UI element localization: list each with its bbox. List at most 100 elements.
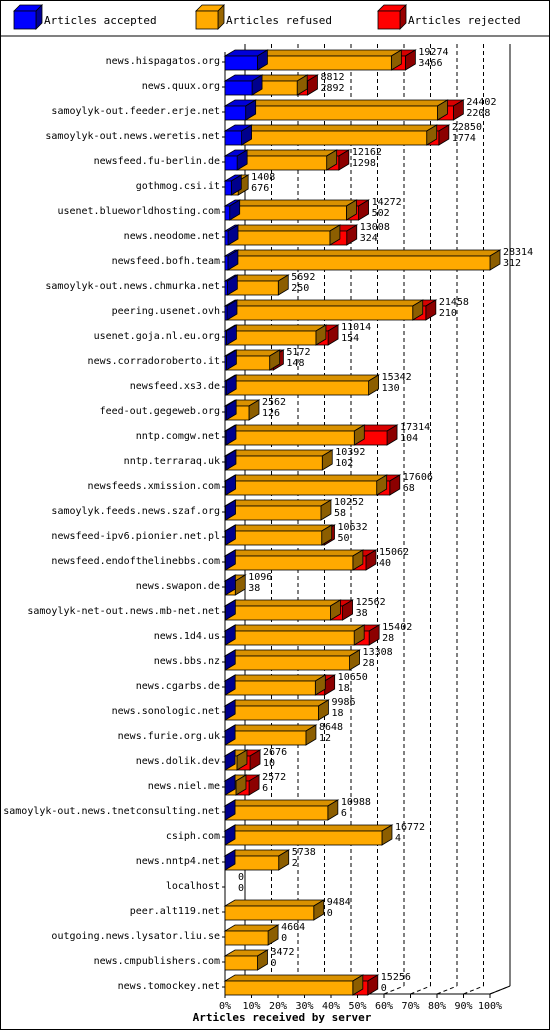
x-axis-title: Articles received by server [193,1011,372,1024]
category-label: news.cmpublishers.com [94,956,220,967]
category-label: localhost [166,881,220,892]
bar-refused [224,830,383,846]
category-label: news.swapon.de [136,581,220,592]
bar-refused-top [223,799,340,807]
bar-accepted [224,130,243,146]
bar-refused-top [223,549,365,557]
accepted-label: 2892 [320,83,344,94]
category-label: samoylyk.feeds.news.szaf.org [51,506,220,517]
accepted-label: 0 [270,958,276,969]
total-label: 28314 [503,247,533,258]
accepted-label: 10 [263,758,275,769]
category-label: usenet.blueworldhosting.com [57,206,220,217]
bar-refused [225,505,322,521]
bar-accepted [224,430,227,446]
category-label: outgoing.news.lysator.liu.se [51,931,220,942]
bar-refused [224,930,269,946]
bar-refused [226,305,414,321]
accepted-label: 502 [372,208,390,219]
total-label: 17314 [400,422,430,433]
x-tick-label: 100% [478,1001,502,1012]
bar-accepted [224,455,227,471]
accepted-label: 18 [338,683,350,694]
x-tick-label: 0% [219,1001,231,1012]
total-label: 13008 [360,222,390,233]
x-tick-label: 10% [242,1001,260,1012]
gridline-floor [463,985,484,995]
gridline-floor [489,985,511,995]
gridline-floor [383,985,405,995]
bar-refused [224,705,319,721]
bar-refused-top [224,324,328,332]
bar-refused [224,905,315,921]
accepted-label: 324 [360,233,378,244]
category-label: news.furie.org.uk [118,731,220,742]
category-label: peer.alt119.net [130,906,220,917]
category-label: samoylyk-out.news.weretis.net [45,131,220,142]
bar-refused-top [226,224,342,232]
accepted-label: 4 [395,833,401,844]
bar-refused [227,255,491,271]
total-label: 21458 [439,297,469,308]
bar-refused [224,655,350,671]
total-label: 2562 [262,397,286,408]
accepted-label: 28 [363,658,375,669]
legend-label: Articles refused [226,14,332,27]
bar-refused-top [228,199,358,207]
bar-refused [224,630,355,646]
accepted-label: 676 [251,183,269,194]
category-label: news.tomockey.net [118,981,220,992]
total-label: 10392 [335,447,365,458]
bar-refused-top [225,299,425,307]
bar-refused-top [223,624,366,632]
total-label: 5692 [291,272,315,283]
bar-accepted [224,180,232,196]
bar-refused [225,380,369,396]
accepted-label: 3466 [418,58,442,69]
bar-refused [224,730,307,746]
total-label: 12162 [352,147,382,158]
total-label: 2572 [262,772,286,783]
accepted-label: 250 [291,283,309,294]
total-label: 9986 [331,697,355,708]
accepted-label: 1298 [352,158,376,169]
category-label: newsfeed-ipv6.pionier.net.pl [51,531,220,542]
category-label: nntp.comgw.net [136,431,220,442]
bar-refused-top [235,149,339,157]
bar-refused-top [223,974,365,982]
category-label: samoylyk-net-out.news.mb-net.net [27,606,220,617]
accepted-label: 6 [262,783,268,794]
bar-refused [224,980,354,996]
bar-accepted [224,330,227,346]
bar-refused-top [224,374,381,382]
accepted-label: 0 [381,983,387,994]
bar-refused-top [223,824,394,832]
bar-refused-top [223,699,330,707]
bar-accepted [224,480,227,496]
bar-refused-top [223,599,342,607]
bar-refused-top [240,124,439,132]
total-label: 3472 [270,947,294,958]
category-label: newsfeed.endofthelinebbs.com [51,556,220,567]
accepted-label: 0 [327,908,333,919]
bar-refused [225,480,378,496]
accepted-label: 312 [503,258,521,269]
accepted-label: 50 [338,533,350,544]
accepted-label: 126 [262,408,280,419]
accepted-label: 38 [356,608,368,619]
bar-refused [224,680,316,696]
category-label: news.1d4.us [154,631,220,642]
bar-refused-top [244,99,449,107]
total-label: 10252 [334,497,364,508]
total-label: 10650 [338,672,368,683]
legend-swatch [377,10,401,30]
bar-refused [224,605,331,621]
category-label: samoylyk-out.news.chmurka.net [45,281,220,292]
legend-swatch [195,10,219,30]
category-label: usenet.goja.nl.eu.org [94,331,220,342]
legend-label: Articles accepted [44,14,157,27]
category-label: news.neodome.net [124,231,220,242]
bar-refused [245,105,438,121]
bar-refused [236,155,328,171]
